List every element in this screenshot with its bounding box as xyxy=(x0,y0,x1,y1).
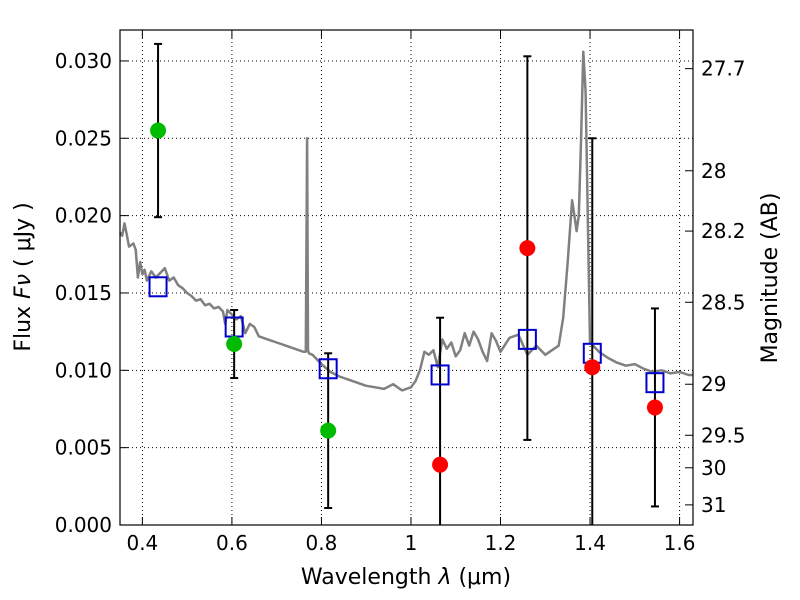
spectrum-layer xyxy=(118,50,693,392)
tick-layer: 0.4 0.6 0.8 1 1.2 1.4 1.6 0.000 0.005 0.010 0.015 0… xyxy=(55,30,746,555)
x-tick-label: 1.2 xyxy=(485,531,517,555)
non-detection-point xyxy=(646,399,663,416)
right-tick-label: 29.5 xyxy=(701,423,746,447)
right-axis-label: Magnitude (AB) xyxy=(758,193,783,364)
non-detection-point xyxy=(432,456,449,473)
detection-point xyxy=(150,122,167,139)
model-photometry-square xyxy=(517,328,537,350)
x-tick-label: 1 xyxy=(405,531,418,555)
errorbar-layer xyxy=(154,42,659,525)
right-tick-label: 27.7 xyxy=(701,57,746,81)
right-tick-label: 29 xyxy=(701,372,726,396)
x-tick-label: 1.6 xyxy=(664,531,696,555)
right-tick-label: 30 xyxy=(701,456,726,480)
x-tick-label: 1.4 xyxy=(574,531,606,555)
y-tick-label: 0.015 xyxy=(55,281,112,305)
y-tick-label: 0.005 xyxy=(55,436,112,460)
y-tick-label: 0.030 xyxy=(55,49,112,73)
right-tick-label: 28.5 xyxy=(701,290,746,314)
spectrum-line xyxy=(118,50,693,392)
y-tick-label: 0.025 xyxy=(55,126,112,150)
y-tick-label: 0.020 xyxy=(55,204,112,228)
model-photometry-square xyxy=(645,372,665,394)
detection-point xyxy=(320,422,337,439)
model-photometry-square xyxy=(318,358,338,380)
x-tick-label: 0.4 xyxy=(126,531,158,555)
right-tick-label: 31 xyxy=(701,493,726,517)
x-tick-label: 0.6 xyxy=(216,531,248,555)
y-tick-label: 0.000 xyxy=(55,513,112,537)
grid-layer xyxy=(120,30,693,526)
right-tick-label: 28 xyxy=(701,159,726,183)
detection-point xyxy=(226,336,243,353)
model-photometry-square xyxy=(430,364,450,386)
non-detection-point xyxy=(519,240,536,257)
y-axis-label: Flux Fν ( μJy ) xyxy=(11,202,36,351)
y-tick-label: 0.010 xyxy=(55,358,112,382)
x-tick-label: 0.8 xyxy=(306,531,338,555)
model-photometry-square xyxy=(148,276,168,298)
right-tick-label: 28.2 xyxy=(701,219,746,243)
plot-frame xyxy=(119,29,694,526)
x-axis-label: Wavelength λ (μm) xyxy=(301,565,511,590)
marker-layer xyxy=(148,122,665,473)
non-detection-point xyxy=(584,359,601,376)
